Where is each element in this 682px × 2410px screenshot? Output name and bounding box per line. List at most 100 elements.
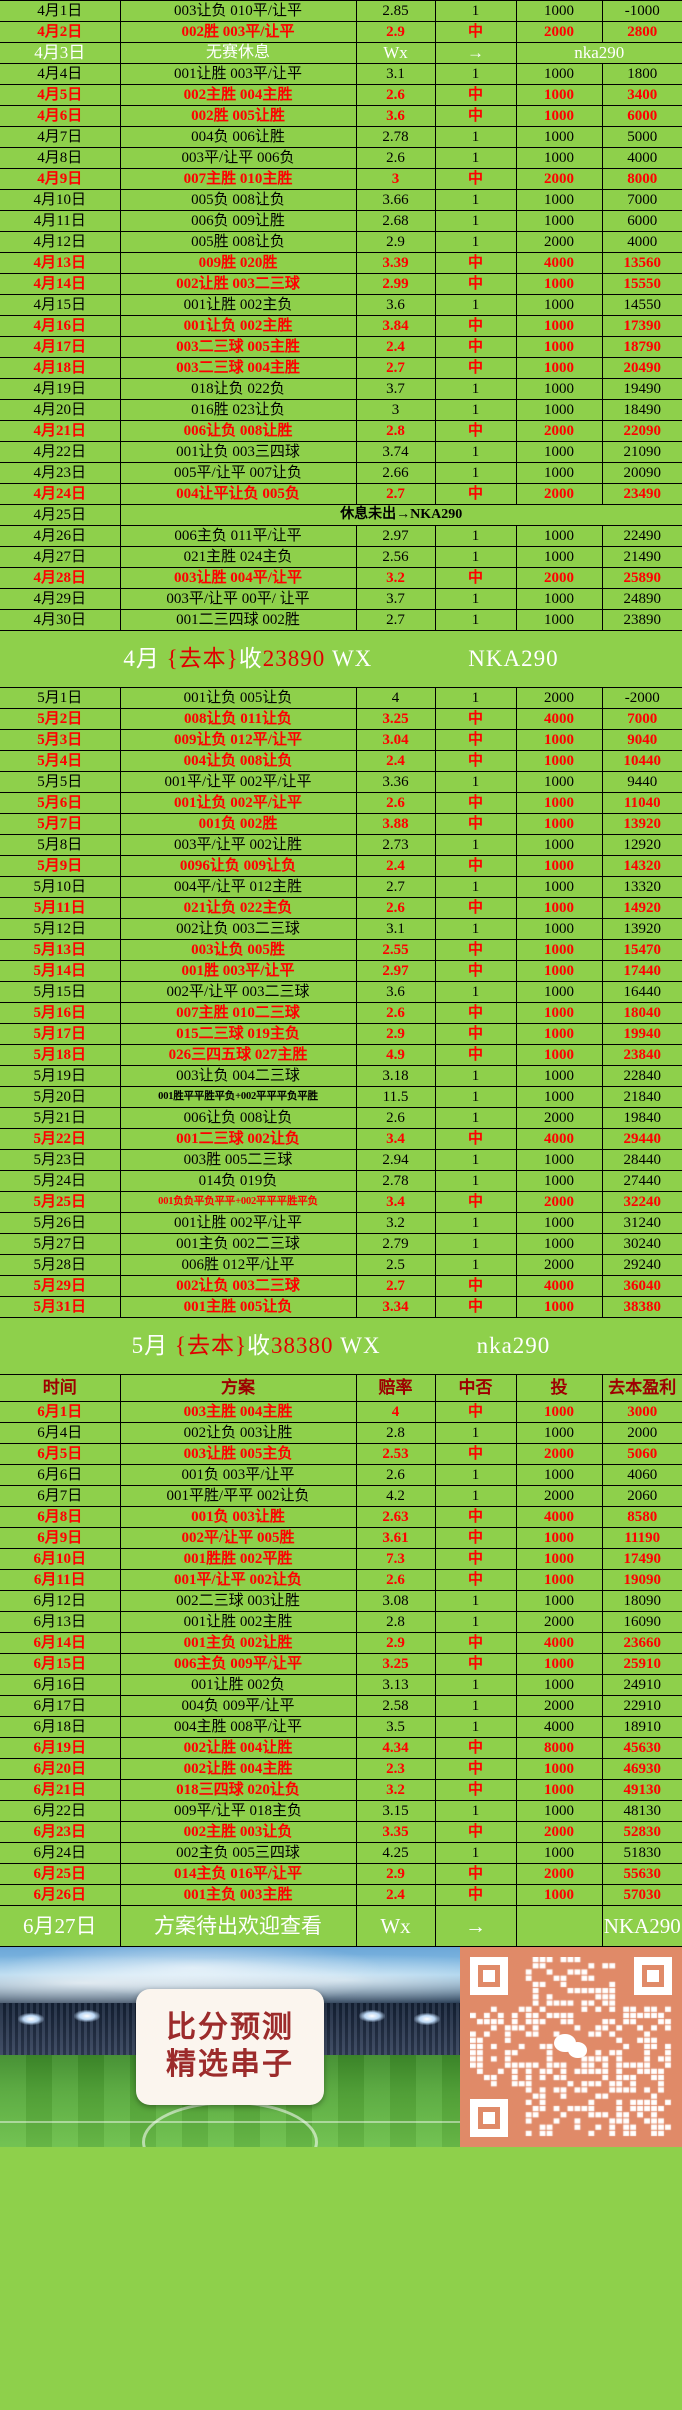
cell-time: 5月5日 xyxy=(0,771,121,793)
cell-plan: 001胜 003平/让平 xyxy=(119,960,357,982)
cell-hit: 1 xyxy=(434,1842,517,1864)
cell-hit: 1 xyxy=(434,876,517,898)
cell-hit: 中 xyxy=(434,729,517,751)
cell-time: 6月6日 xyxy=(0,1464,121,1486)
cell-stake: 2000 xyxy=(515,420,603,442)
cell-stake: 1000 xyxy=(515,1044,603,1066)
header-profit: 去本盈利 xyxy=(601,1374,682,1402)
cell-hit: 1 xyxy=(434,210,517,232)
cell-stake: 4000 xyxy=(515,1128,603,1150)
cell-odds: 3.2 xyxy=(355,1779,436,1801)
cell-profit: 19490 xyxy=(601,378,682,400)
cell-stake: 4000 xyxy=(515,1275,603,1297)
cell-time: 6月9日 xyxy=(0,1527,121,1549)
cell-plan: 002让胜 003二三球 xyxy=(119,273,357,295)
cell-time: 4月13日 xyxy=(0,252,121,274)
cell-profit: 3000 xyxy=(601,1401,682,1423)
cell-hit: 中 xyxy=(434,1023,517,1045)
cell-time: 4月20日 xyxy=(0,399,121,421)
table-row: 6月11日 001平/让平 002让负 2.6 中 1000 19090 xyxy=(0,1569,682,1591)
cell-hit: 1 xyxy=(434,771,517,793)
cell-hit: 中 xyxy=(434,1548,517,1570)
cell-time: 5月3日 xyxy=(0,729,121,751)
cell-odds: 3.15 xyxy=(355,1800,436,1822)
cell-hit: 1 xyxy=(434,0,517,22)
cell-hit: 中 xyxy=(434,708,517,730)
cell-stake: 1000 xyxy=(515,1590,603,1612)
cell-plan: 008让负 011让负 xyxy=(119,708,357,730)
cell-hit: 中 xyxy=(434,939,517,961)
wechat-qr-code-icon[interactable] xyxy=(460,1947,682,2147)
cell-hit: 中 xyxy=(434,1821,517,1843)
cell-odds: 2.8 xyxy=(355,1611,436,1633)
cell-stake: 1000 xyxy=(515,1464,603,1486)
cell-hit: 中 xyxy=(434,1653,517,1675)
table-row: 5月10日 004平/让平 012主胜 2.7 1 1000 13320 xyxy=(0,876,682,898)
table-row: 4月23日 005平/让平 007让负 2.66 1 1000 20090 xyxy=(0,462,682,484)
cell-stake: 1000 xyxy=(515,1569,603,1591)
cell-stake: 1000 xyxy=(515,729,603,751)
cell-profit: 18040 xyxy=(601,1002,682,1024)
cell-hit: 1 xyxy=(434,1716,517,1738)
cell-profit: 14920 xyxy=(601,897,682,919)
cell-odds: 2.4 xyxy=(355,336,436,358)
cell-plan: 001让负 002主胜 xyxy=(119,315,357,337)
cell-profit: 4000 xyxy=(601,147,682,169)
cell-odds: 3.08 xyxy=(355,1590,436,1612)
cell-profit: 1800 xyxy=(601,63,682,85)
cell-odds: 2.3 xyxy=(355,1758,436,1780)
table-row: 5月14日 001胜 003平/让平 2.97 中 1000 17440 xyxy=(0,960,682,982)
cell-time: 6月12日 xyxy=(0,1590,121,1612)
cell-plan: 018三四球 020让负 xyxy=(119,1779,357,1801)
cell-time: 6月13日 xyxy=(0,1611,121,1633)
table-row: 6月16日 001让胜 002负 3.13 1 1000 24910 xyxy=(0,1674,682,1696)
cell-time: 4月21日 xyxy=(0,420,121,442)
banner-title-line2: 精选串子 xyxy=(166,2047,294,2082)
cell-hit: 中 xyxy=(434,1191,517,1213)
cell-stake: 1000 xyxy=(515,813,603,835)
cell-time: 5月12日 xyxy=(0,918,121,940)
table-row: 4月29日 003平/让平 00平/ 让平 3.7 1 1000 24890 xyxy=(0,588,682,610)
cell-stake: 4000 xyxy=(515,708,603,730)
cell-hit: 1 xyxy=(434,1464,517,1486)
month-summary-text: 5月 {去本}收38380 WX nka290 xyxy=(0,1317,682,1375)
cell-contact-id: nka290 xyxy=(515,42,682,64)
cell-plan: 006负 009让胜 xyxy=(119,210,357,232)
cell-profit: 11190 xyxy=(601,1527,682,1549)
cell-hit: 1 xyxy=(434,1086,517,1108)
cell-plan: 001主负 003主胜 xyxy=(119,1884,357,1906)
cell-plan: 021主胜 024主负 xyxy=(119,546,357,568)
cell-time: 5月19日 xyxy=(0,1065,121,1087)
month-summary-row: 4月 {去本}收23890 WX NKA290 xyxy=(0,630,682,688)
cell-hit: 中 xyxy=(434,1002,517,1024)
cell-profit: 18490 xyxy=(601,399,682,421)
cell-stake: 1000 xyxy=(515,189,603,211)
cell-odds: 3.1 xyxy=(355,918,436,940)
cell-odds: 2.4 xyxy=(355,750,436,772)
cell-plan: 003平/让平 006负 xyxy=(119,147,357,169)
cell-hit: 1 xyxy=(434,588,517,610)
cell-time: 5月11日 xyxy=(0,897,121,919)
cell-hit: 中 xyxy=(434,483,517,505)
cell-plan: 014负 019负 xyxy=(119,1170,357,1192)
cell-stake: 1000 xyxy=(515,1086,603,1108)
table-row: 6月17日 004负 009平/让平 2.58 1 2000 22910 xyxy=(0,1695,682,1717)
cell-odds: 2.7 xyxy=(355,1275,436,1297)
cell-profit: 23660 xyxy=(601,1632,682,1654)
table-header-row: 时间 方案 赔率 中否投去本盈利 xyxy=(0,1374,682,1402)
cell-odds: 3.74 xyxy=(355,441,436,463)
table-row: 4月9日 007主胜 010主胜 3 中 2000 8000 xyxy=(0,168,682,190)
cell-profit: 29240 xyxy=(601,1254,682,1276)
cell-plan: 001胜胜 002平胜 xyxy=(119,1548,357,1570)
table-row: 4月18日 003二三球 004主胜 2.7 中 1000 20490 xyxy=(0,357,682,379)
rest-day-row: 4月3日 无赛休息 Wx → nka290 xyxy=(0,42,682,64)
cell-plan: 002胜 005让胜 xyxy=(119,105,357,127)
cell-plan: 002让负 003让胜 xyxy=(119,1422,357,1444)
cell-hit: 1 xyxy=(434,147,517,169)
cell-profit: 55630 xyxy=(601,1863,682,1885)
cell-time: 5月21日 xyxy=(0,1107,121,1129)
table-row: 5月23日 003胜 005二三球 2.94 1 1000 28440 xyxy=(0,1149,682,1171)
cell-plan: 004负 009平/让平 xyxy=(119,1695,357,1717)
cell-hit: 1 xyxy=(434,189,517,211)
table-row: 6月5日 003让胜 005主负 2.53 中 2000 5060 xyxy=(0,1443,682,1465)
